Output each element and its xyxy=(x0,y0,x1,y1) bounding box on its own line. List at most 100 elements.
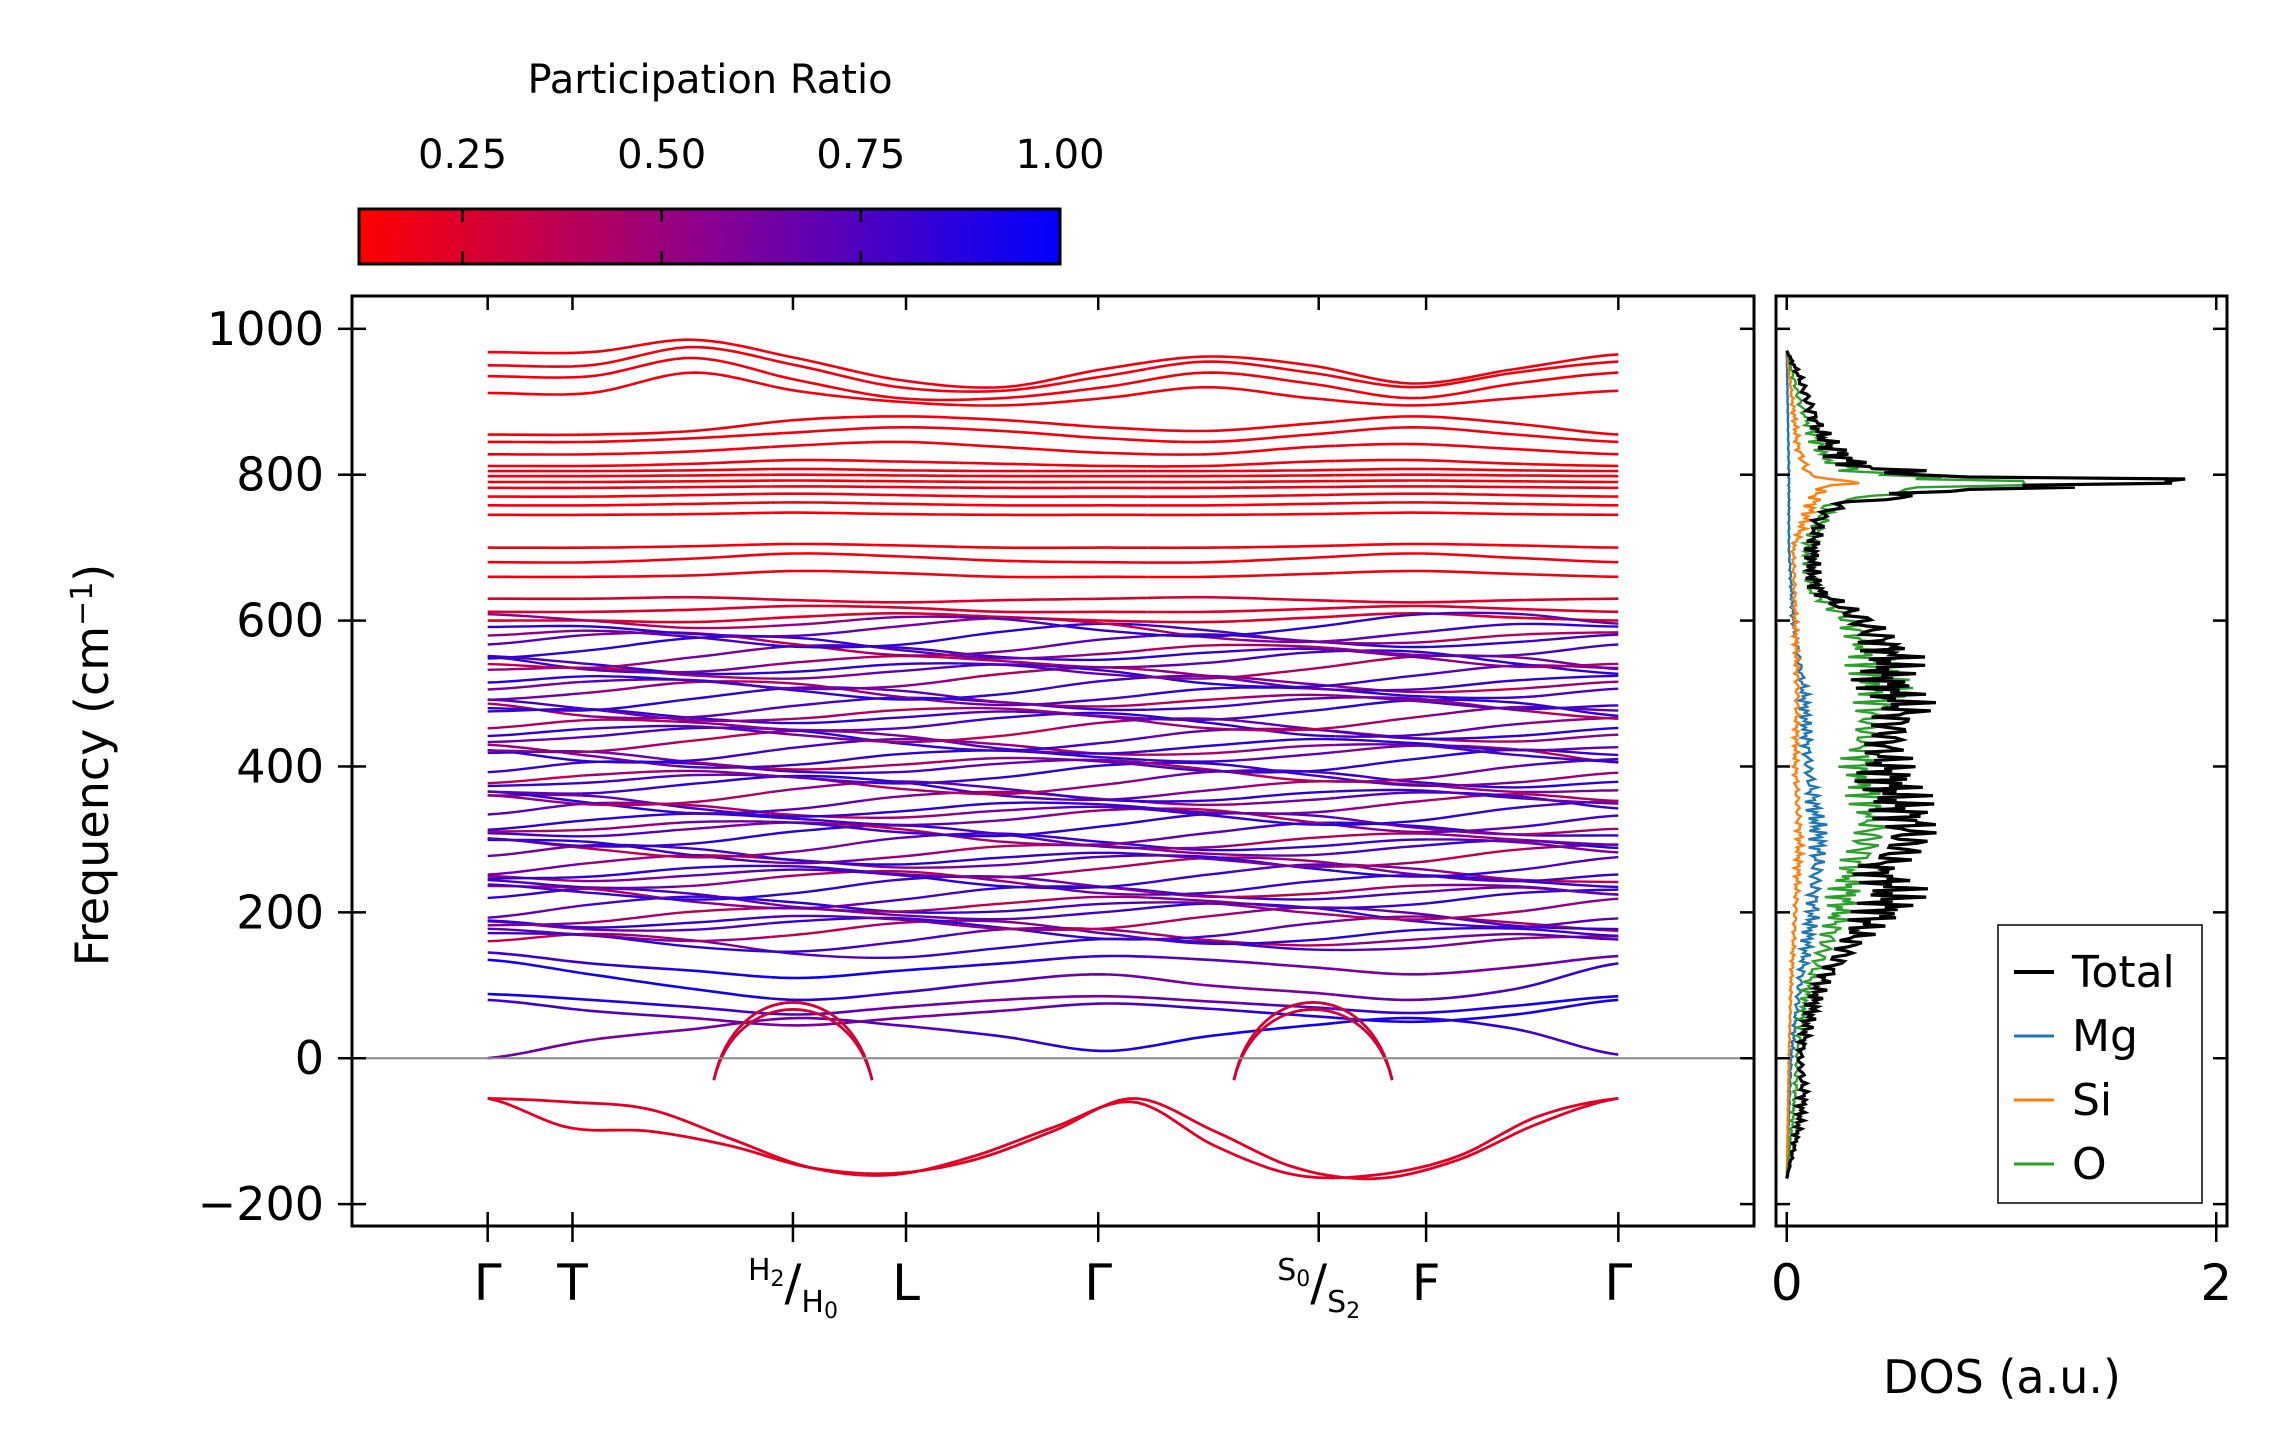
band-line xyxy=(1240,1142,1336,1178)
band-line xyxy=(958,503,1053,507)
band-line xyxy=(1147,761,1242,768)
band-line xyxy=(770,542,865,547)
band-line xyxy=(1429,1121,1525,1167)
band-line xyxy=(1052,862,1148,875)
band-line xyxy=(676,459,771,466)
kpoint-label: L xyxy=(892,1254,920,1312)
band-line xyxy=(1241,468,1336,473)
band-line xyxy=(1429,651,1525,666)
band-line xyxy=(1524,512,1619,517)
band-line xyxy=(864,605,959,612)
band-line xyxy=(864,783,959,795)
band-line xyxy=(712,1001,874,1081)
band-line xyxy=(487,613,582,622)
band-line xyxy=(676,968,771,979)
band-line xyxy=(675,985,771,1000)
band-line xyxy=(1241,986,1336,997)
band-line xyxy=(675,852,771,864)
band-line xyxy=(676,922,771,932)
band-line xyxy=(958,383,1054,393)
band-line xyxy=(676,790,771,805)
band-line xyxy=(581,828,677,838)
band-line xyxy=(581,338,677,354)
band-line xyxy=(1335,756,1431,771)
band-line xyxy=(1335,791,1430,800)
band-line xyxy=(1335,368,1430,385)
band-line xyxy=(1335,1167,1431,1181)
band-line xyxy=(487,774,583,785)
band-line xyxy=(1335,630,1431,642)
band-line xyxy=(1241,643,1336,650)
band-line xyxy=(487,883,583,894)
band-line xyxy=(864,493,959,498)
band-line xyxy=(1523,709,1619,720)
band-line xyxy=(1052,361,1148,381)
band-line xyxy=(1241,647,1336,652)
band-line xyxy=(1335,937,1430,946)
band-line xyxy=(1052,777,1148,792)
band-line xyxy=(1052,922,1148,932)
band-line xyxy=(1429,874,1525,883)
band-line xyxy=(676,492,771,497)
band-line xyxy=(1429,825,1525,834)
band-line xyxy=(676,624,771,630)
band-line xyxy=(1429,805,1525,821)
band-line xyxy=(581,1128,677,1137)
y-tick-label: 0 xyxy=(295,1031,324,1085)
legend-label: Total xyxy=(2071,947,2175,998)
band-line xyxy=(581,922,677,929)
band-line xyxy=(1241,796,1336,806)
band-line xyxy=(1524,833,1619,837)
band-line xyxy=(581,812,677,822)
band-line xyxy=(1523,360,1619,373)
band-line xyxy=(864,612,959,617)
band-line xyxy=(676,809,771,815)
band-line xyxy=(1335,479,1430,483)
band-line xyxy=(1241,372,1336,389)
band-line xyxy=(1335,569,1430,575)
band-line xyxy=(958,880,1054,890)
band-line xyxy=(1147,764,1242,774)
band-line xyxy=(864,696,959,701)
band-line xyxy=(676,869,771,878)
band-line xyxy=(1147,574,1242,579)
band-line xyxy=(581,846,677,858)
band-line xyxy=(1524,607,1619,614)
band-line xyxy=(1524,885,1619,896)
band-line xyxy=(1052,835,1148,848)
band-line xyxy=(1429,370,1525,388)
band-line xyxy=(958,813,1054,825)
band-line xyxy=(1052,807,1148,817)
band-line xyxy=(487,680,582,691)
dos-lines xyxy=(1785,349,2186,1180)
band-line xyxy=(1335,799,1431,812)
band-line xyxy=(1147,675,1242,680)
band-line xyxy=(958,598,1054,603)
band-line xyxy=(770,384,865,401)
band-line xyxy=(1335,993,1430,1002)
band-line xyxy=(1524,469,1619,473)
band-line xyxy=(1052,906,1148,918)
band-line xyxy=(676,617,771,624)
band-line xyxy=(770,840,865,855)
band-line xyxy=(1147,658,1242,668)
kpoint-label: H2/H0 xyxy=(748,1253,838,1324)
band-line xyxy=(770,868,865,874)
band-line xyxy=(675,775,771,787)
band-line xyxy=(487,819,583,831)
band-line xyxy=(1429,886,1525,893)
band-line xyxy=(958,742,1054,754)
band-line xyxy=(770,899,865,911)
band-line xyxy=(1147,937,1242,946)
band-line xyxy=(770,1016,865,1024)
band-line xyxy=(864,691,959,705)
band-line xyxy=(1523,702,1619,717)
band-line xyxy=(1241,790,1336,800)
band-line xyxy=(1523,643,1619,656)
band-line xyxy=(675,634,771,647)
band-line xyxy=(864,636,959,648)
band-line xyxy=(770,681,865,694)
band-line xyxy=(581,821,677,832)
band-line xyxy=(675,805,771,817)
